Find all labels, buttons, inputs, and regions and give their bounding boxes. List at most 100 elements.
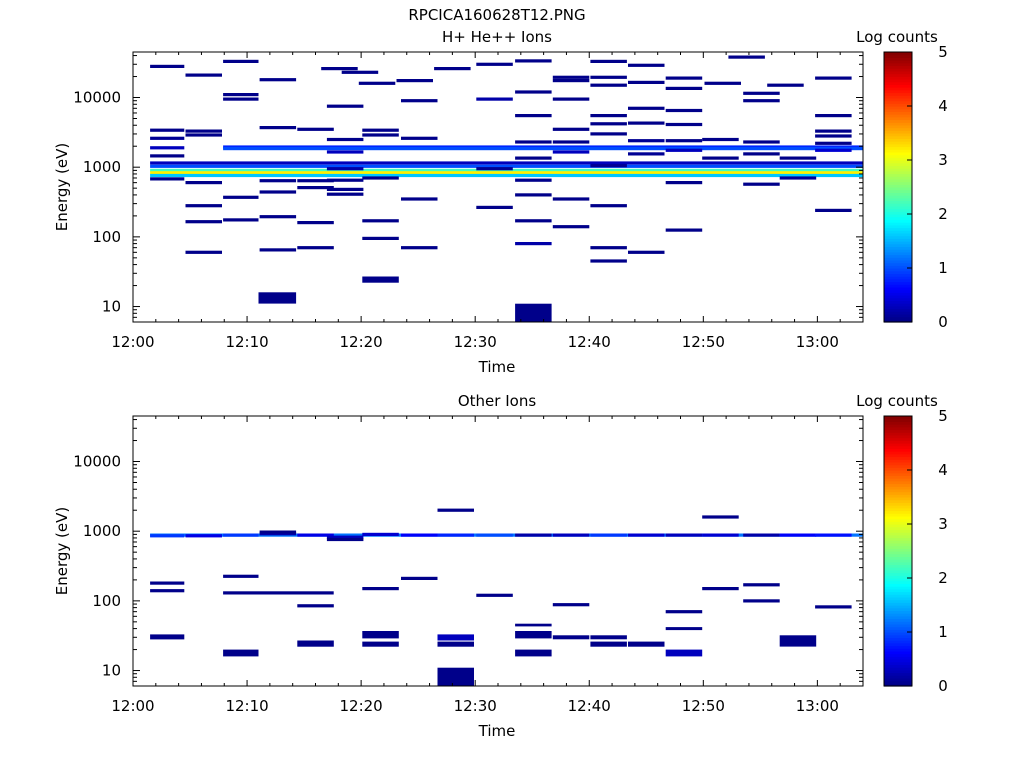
- colorbar-band: [884, 494, 912, 498]
- colorbar-band: [884, 114, 912, 118]
- y-tick-label: 100: [92, 592, 121, 610]
- colorbar-band: [884, 92, 912, 96]
- heatmap-cell: [223, 591, 334, 595]
- heatmap-cell: [552, 225, 590, 229]
- colorbar-band: [884, 157, 912, 161]
- colorbar-band: [884, 319, 912, 323]
- colorbar-tick-label: 3: [938, 151, 948, 169]
- panel-h-he-ions: 12:00 12:10 12:20 12:30 12:40 12:50 13:0010100…: [53, 28, 948, 376]
- y-tick-label: 1000: [83, 522, 121, 540]
- heatmap-cell: [401, 533, 438, 537]
- heatmap-cell: [259, 248, 297, 252]
- heatmap-cell: [297, 179, 334, 183]
- heatmap-cell: [259, 530, 297, 534]
- colorbar-band: [884, 273, 912, 277]
- heatmap-cell: [590, 75, 627, 79]
- heatmap-cell: [815, 605, 852, 609]
- y-tick-label: 1000: [83, 158, 121, 176]
- colorbar-band: [884, 532, 912, 536]
- heatmap-cell: [743, 182, 780, 186]
- colorbar-band: [884, 656, 912, 660]
- heatmap-cell: [223, 218, 259, 222]
- colorbar-band: [884, 653, 912, 657]
- heatmap-cell: [326, 150, 364, 154]
- colorbar-band: [884, 567, 912, 571]
- heatmap-cell: [552, 635, 590, 640]
- heatmap-cell: [628, 533, 665, 537]
- colorbar-band: [884, 138, 912, 142]
- colorbar-band: [884, 672, 912, 676]
- colorbar-band: [884, 257, 912, 261]
- heatmap-cell: [362, 219, 399, 223]
- heatmap-cell: [362, 236, 399, 240]
- heatmap-cell: [396, 79, 433, 83]
- x-tick-label: 12:40: [568, 697, 611, 715]
- colorbar-band: [884, 456, 912, 460]
- y-tick-label: 10000: [73, 453, 121, 471]
- heatmap-cell: [259, 179, 297, 183]
- heatmap-cell: [702, 137, 739, 142]
- heatmap-cell: [815, 134, 852, 138]
- colorbar-band: [884, 683, 912, 687]
- colorbar-band: [884, 162, 912, 166]
- x-tick-label: 13:00: [796, 333, 839, 351]
- y-tick-label: 10000: [73, 89, 121, 107]
- colorbar-band: [884, 100, 912, 104]
- colorbar-band: [884, 434, 912, 439]
- colorbar-band: [884, 453, 912, 458]
- colorbar-band: [884, 79, 912, 83]
- heatmap-cell: [515, 114, 552, 118]
- colorbar-band: [884, 634, 912, 638]
- heatmap-cell: [665, 76, 703, 80]
- heatmap-cell: [150, 168, 864, 172]
- heatmap-cell: [628, 106, 665, 110]
- heatmap-cell: [223, 574, 259, 578]
- colorbar-tick-label: 0: [938, 677, 948, 695]
- heatmap-cell: [590, 122, 627, 126]
- colorbar-band: [884, 103, 912, 107]
- colorbar-band: [884, 57, 912, 61]
- x-tick-label: 12:50: [682, 333, 725, 351]
- colorbar-band: [884, 62, 912, 67]
- colorbar-band: [884, 510, 912, 514]
- heatmap-cell: [515, 303, 552, 322]
- heatmap-cell: [702, 533, 739, 537]
- chart-title: H+ He++ Ions: [442, 28, 552, 46]
- colorbar-band: [884, 122, 912, 126]
- heatmap-cell: [728, 55, 765, 59]
- colorbar-band: [884, 437, 912, 441]
- colorbar-band: [884, 52, 912, 56]
- colorbar-band: [884, 451, 912, 455]
- colorbar-band: [884, 445, 912, 449]
- y-tick-label: 10: [102, 662, 121, 680]
- heatmap-cells: [150, 55, 864, 322]
- colorbar-band: [884, 276, 912, 280]
- heatmap-cell: [665, 533, 703, 537]
- colorbar-band: [884, 303, 912, 307]
- colorbar-band: [884, 211, 912, 215]
- colorbar-band: [884, 548, 912, 552]
- colorbar-band: [884, 540, 912, 544]
- heatmap-cell: [223, 93, 259, 97]
- heatmap-cell: [590, 59, 627, 63]
- heatmap-cell: [743, 533, 780, 537]
- colorbar-band: [884, 529, 912, 533]
- heatmap-cell: [150, 128, 185, 132]
- heatmap-cell: [515, 533, 552, 537]
- colorbar-band: [884, 645, 912, 649]
- colorbar-band: [884, 559, 912, 563]
- colorbar-frame: [883, 51, 913, 323]
- colorbar-band: [884, 238, 912, 242]
- colorbar-band: [884, 515, 912, 520]
- heatmap-cell: [515, 193, 552, 197]
- colorbar-band: [884, 195, 912, 199]
- colorbar-band: [884, 170, 912, 175]
- colorbar-band: [884, 230, 912, 234]
- colorbar-band: [884, 561, 912, 566]
- colorbar-band: [884, 119, 912, 123]
- colorbar-band: [884, 81, 912, 85]
- heatmap-cell: [779, 533, 817, 537]
- colorbar-band: [884, 637, 912, 641]
- colorbar-band: [884, 249, 912, 253]
